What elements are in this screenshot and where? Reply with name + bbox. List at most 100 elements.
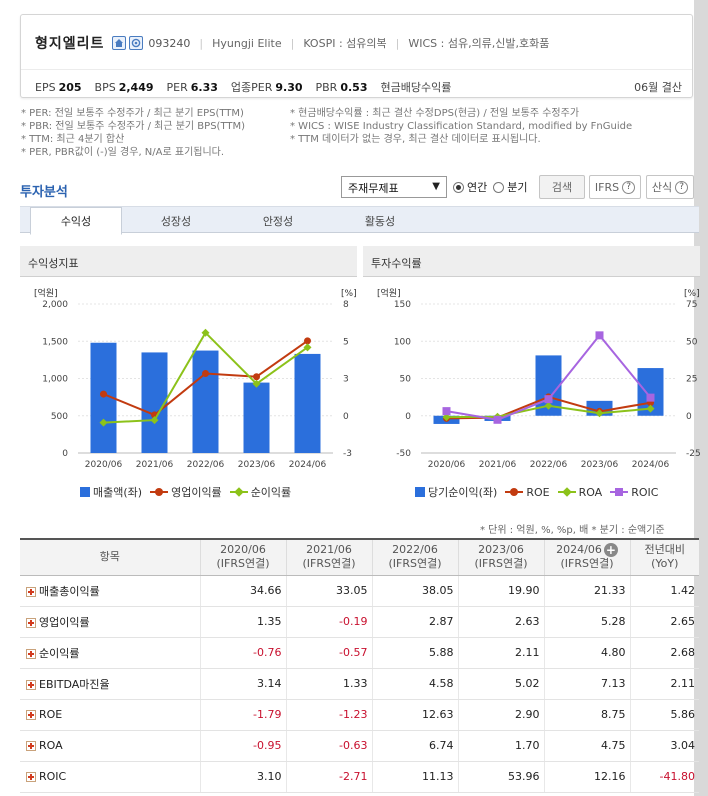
x-tick-label: 2023/06 (238, 460, 276, 470)
note-line: * PER, PBR값이 (-)일 경우, N/A로 표기됩니다. (21, 147, 225, 158)
period-radio-group: 연간 분기 (453, 179, 534, 195)
column-header-period: 2022/06 (392, 543, 438, 557)
question-icon: ? (675, 180, 689, 194)
row-label: ROIC (39, 770, 67, 783)
expand-row-icon[interactable] (26, 679, 36, 690)
y-tick-right: -25 (686, 449, 700, 459)
bar[interactable] (192, 350, 219, 453)
radio-quarter[interactable] (493, 181, 505, 193)
y-tick-right: 0 (686, 412, 692, 422)
table-body: 매출총이익률 34.66 33.05 38.05 19.90 21.33 1.42 영업이익률… (20, 575, 699, 793)
legend-item[interactable]: ROIC (610, 486, 658, 499)
expand-row-icon[interactable] (26, 710, 36, 720)
metric-value: 0.53 (340, 80, 368, 94)
line-point[interactable] (304, 337, 311, 345)
search-button[interactable]: 검색 (539, 175, 585, 199)
expand-row-icon[interactable] (26, 741, 36, 751)
row-label-cell: 순이익률 (20, 637, 200, 669)
bar[interactable] (294, 353, 321, 453)
tab-growth[interactable]: 성장성 (160, 214, 192, 228)
legend-item[interactable]: 당기순이익(좌) (415, 484, 497, 500)
y-axis-left-unit: [억원] (377, 287, 401, 299)
table-cell: 2.65 (629, 606, 699, 638)
y-tick-left: 2,000 (42, 300, 68, 310)
dividend-yield-label: 현금배당수익률 (380, 81, 452, 94)
line-point[interactable] (253, 373, 260, 381)
line-point[interactable] (544, 401, 553, 410)
expand-row-icon[interactable] (26, 617, 36, 628)
table-row: ROE -1.79 -1.23 12.63 2.90 8.75 5.86 (20, 699, 699, 731)
column-header-period: 2020/06 (220, 543, 266, 557)
ifrs-help-button[interactable]: IFRS? (589, 175, 641, 199)
y-axis-right-unit: [%] (684, 289, 700, 299)
legend-item[interactable]: ROE (505, 486, 550, 499)
bar[interactable] (141, 352, 168, 453)
wics-info: WICS : 섬유,의류,신발,호화품 (408, 37, 550, 50)
line-point[interactable] (150, 416, 159, 425)
profitability-chart-title: 수익성지표 (20, 246, 357, 277)
line-point[interactable] (252, 379, 261, 388)
row-label-cell: EBITDA마진율 (20, 668, 200, 700)
table-cell: 38.05 (371, 575, 458, 607)
bar[interactable] (243, 382, 270, 453)
y-tick-left: 1,000 (42, 375, 68, 385)
legend-swatch (557, 487, 576, 497)
row-label-cell: ROE (20, 699, 200, 731)
line-point[interactable] (442, 413, 451, 422)
formula-button-label: 산식 (651, 181, 673, 194)
legend-swatch (229, 487, 248, 497)
legend-swatch (150, 487, 169, 497)
tab-profitability[interactable]: 수익성 (30, 207, 122, 235)
line-point[interactable] (202, 369, 209, 377)
column-header-period: 2023/06 (478, 543, 524, 557)
line-point[interactable] (544, 395, 553, 404)
line-point[interactable] (595, 331, 604, 340)
table-cell: 3.10 (199, 761, 286, 793)
line-point[interactable] (303, 343, 312, 352)
column-header-basis: (YoY) (651, 557, 679, 571)
radio-quarter-label[interactable]: 분기 (507, 181, 528, 194)
table-cell: -2.71 (285, 761, 372, 793)
notes-right: * 현금배당수익률 : 최근 결산 수정DPS(현금) / 전일 보통주 수정주… (290, 107, 632, 146)
legend-item[interactable]: 순이익률 (229, 484, 291, 500)
card-divider (21, 69, 692, 70)
line-point[interactable] (442, 407, 451, 416)
y-axis-right-unit: [%] (341, 289, 357, 299)
table-cell: 21.33 (543, 575, 630, 607)
home-icon[interactable] (112, 36, 127, 50)
note-line: * WICS : WISE Industry Classification St… (290, 121, 633, 132)
legend-item[interactable]: 영업이익률 (150, 484, 222, 500)
table-cell: -0.19 (285, 606, 372, 638)
statement-select[interactable]: 주재무제표 ▼ (341, 176, 447, 198)
info-icon[interactable] (129, 36, 144, 50)
legend-item[interactable]: 매출액(좌) (80, 484, 142, 500)
y-tick-left: 1,500 (42, 337, 68, 347)
radio-annual-label[interactable]: 연간 (467, 181, 488, 194)
expand-row-icon[interactable] (26, 648, 36, 659)
table-row: 매출총이익률 34.66 33.05 38.05 19.90 21.33 1.42 (20, 575, 699, 607)
table-cell: 1.70 (457, 730, 544, 762)
line-point[interactable] (99, 418, 108, 427)
row-label-cell: ROA (20, 730, 200, 762)
formula-help-button[interactable]: 산식? (646, 175, 694, 199)
expand-columns-icon[interactable]: + (603, 543, 618, 558)
legend-item[interactable]: ROA (557, 486, 602, 499)
table-cell: -1.79 (199, 699, 286, 731)
expand-row-icon[interactable] (26, 772, 36, 782)
radio-annual[interactable] (453, 181, 464, 193)
line-point[interactable] (646, 393, 655, 402)
statement-select-value: 주재무제표 (348, 182, 399, 195)
company-summary-card: 형지엘리트 093240 | Hyungji Elite | KOSPI : 섬… (20, 14, 693, 98)
line-point[interactable] (493, 415, 502, 424)
line-point[interactable] (646, 404, 655, 413)
x-tick-label: 2023/06 (581, 460, 619, 470)
settlement-month: 06월 결산 (634, 81, 682, 94)
column-header: 2024/06 + (IFRS연결) (543, 538, 630, 576)
table-cell: 2.11 (457, 637, 544, 669)
expand-row-icon[interactable] (26, 586, 36, 597)
line-point[interactable] (100, 390, 107, 398)
tab-stability[interactable]: 안정성 (262, 214, 294, 228)
line-point[interactable] (201, 328, 210, 337)
line-point[interactable] (595, 409, 604, 418)
tab-activity[interactable]: 활동성 (364, 214, 396, 228)
